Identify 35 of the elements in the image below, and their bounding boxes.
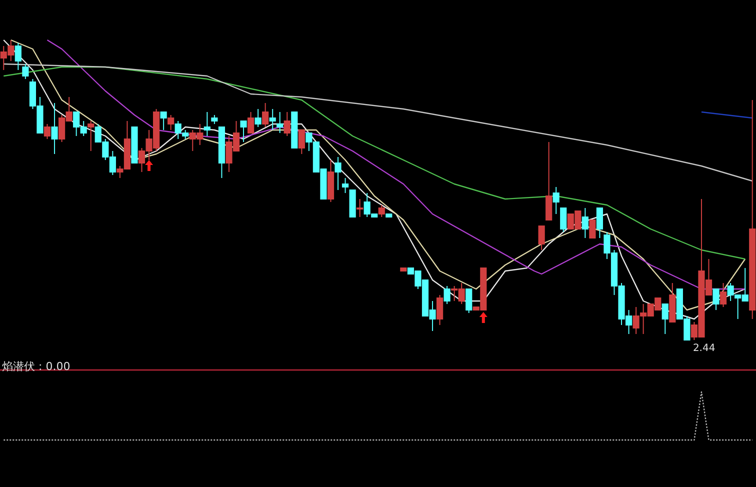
candlestick <box>284 112 290 136</box>
candlestick <box>596 208 604 238</box>
candlestick <box>436 294 444 326</box>
candlestick <box>538 226 545 250</box>
candlestick <box>712 288 720 310</box>
candlestick <box>356 198 364 218</box>
candlestick <box>269 108 276 130</box>
candlestick <box>298 130 305 154</box>
candlestick <box>444 286 450 304</box>
candlestick <box>378 204 385 218</box>
candlestick <box>247 112 254 134</box>
candlestick <box>546 142 552 220</box>
candlestick <box>240 120 247 142</box>
text: 2.44 <box>692 343 716 354</box>
candlestick <box>276 112 284 134</box>
candlestick <box>560 208 567 232</box>
candlestick <box>262 102 269 128</box>
candlestick <box>168 114 174 130</box>
chart-title: 焰潜伏 : 0.00 <box>2 360 70 373</box>
candlestick <box>204 112 210 136</box>
candlestick <box>51 102 58 154</box>
candlestick <box>720 282 727 308</box>
candlestick <box>14 42 22 70</box>
candlestick <box>552 186 560 214</box>
candlestick <box>22 64 29 80</box>
candlestick <box>662 304 668 334</box>
candlestick <box>589 220 596 238</box>
candlestick <box>582 208 588 238</box>
candlestick <box>466 288 472 314</box>
candlestick <box>334 156 342 190</box>
candlestick <box>88 120 94 152</box>
candlestick <box>342 178 349 194</box>
candlestick <box>44 124 51 140</box>
candlestick <box>160 112 167 130</box>
candlestick <box>254 108 262 128</box>
